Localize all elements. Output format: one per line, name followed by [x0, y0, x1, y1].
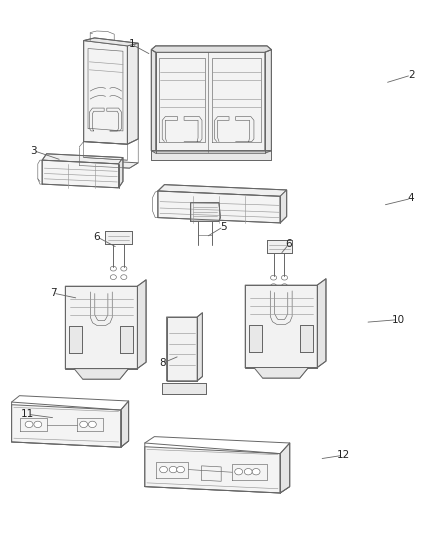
Ellipse shape — [159, 466, 167, 473]
Polygon shape — [127, 43, 138, 144]
Polygon shape — [267, 240, 292, 253]
Ellipse shape — [80, 421, 88, 427]
Ellipse shape — [235, 469, 243, 475]
Polygon shape — [79, 160, 138, 168]
Polygon shape — [121, 401, 129, 447]
Polygon shape — [280, 443, 290, 493]
Ellipse shape — [169, 466, 177, 473]
Polygon shape — [145, 447, 280, 493]
Polygon shape — [65, 286, 138, 368]
Polygon shape — [69, 326, 82, 353]
Polygon shape — [42, 160, 119, 188]
Text: 11: 11 — [21, 409, 35, 419]
Ellipse shape — [25, 421, 33, 427]
Polygon shape — [265, 50, 272, 154]
Polygon shape — [106, 231, 132, 244]
Polygon shape — [74, 368, 129, 379]
Text: 6: 6 — [93, 232, 100, 242]
Polygon shape — [158, 191, 280, 223]
Text: 10: 10 — [392, 314, 405, 325]
Text: 4: 4 — [408, 193, 414, 204]
Polygon shape — [120, 326, 133, 353]
Polygon shape — [151, 46, 272, 52]
Polygon shape — [42, 154, 123, 164]
Ellipse shape — [244, 469, 252, 475]
Polygon shape — [197, 313, 202, 381]
Ellipse shape — [34, 421, 42, 427]
Polygon shape — [84, 38, 138, 46]
Polygon shape — [254, 368, 308, 378]
Text: 5: 5 — [220, 222, 227, 232]
Polygon shape — [249, 325, 262, 352]
Polygon shape — [151, 50, 155, 154]
Polygon shape — [84, 41, 127, 144]
Ellipse shape — [88, 421, 96, 427]
Polygon shape — [155, 52, 265, 154]
Text: 2: 2 — [408, 70, 414, 80]
Polygon shape — [245, 285, 317, 368]
Polygon shape — [119, 158, 123, 188]
Polygon shape — [138, 280, 146, 368]
Text: 3: 3 — [30, 146, 37, 156]
Text: 12: 12 — [337, 450, 350, 460]
Ellipse shape — [177, 466, 184, 473]
Polygon shape — [280, 190, 287, 223]
Polygon shape — [300, 325, 313, 352]
Ellipse shape — [252, 469, 260, 475]
Polygon shape — [191, 203, 220, 221]
Text: 1: 1 — [128, 39, 135, 49]
Polygon shape — [158, 184, 287, 196]
Polygon shape — [166, 317, 197, 381]
Text: 8: 8 — [159, 358, 166, 368]
Text: 7: 7 — [50, 288, 57, 298]
Polygon shape — [12, 405, 121, 447]
Polygon shape — [12, 435, 129, 447]
Polygon shape — [317, 279, 326, 368]
Polygon shape — [162, 383, 206, 394]
Polygon shape — [145, 480, 290, 493]
Text: 6: 6 — [286, 239, 292, 249]
Polygon shape — [151, 150, 272, 160]
